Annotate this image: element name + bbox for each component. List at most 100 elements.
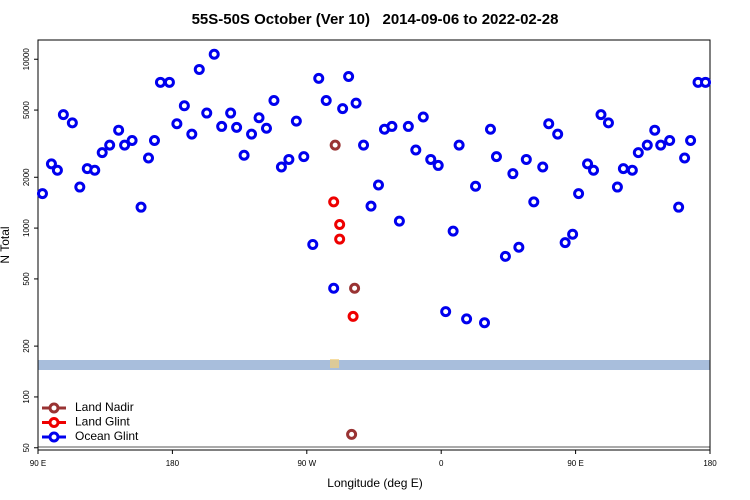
point [432, 159, 444, 171]
legend-label: Land Glint [75, 415, 130, 429]
y-tick-label: 2000 [22, 168, 31, 186]
point [559, 237, 571, 249]
x-tick-label: 90 E [567, 459, 583, 468]
point [552, 128, 564, 140]
point [402, 120, 414, 132]
chart-title: 55S-50S October (Ver 10) 2014-09-06 to 2… [192, 11, 559, 28]
point [507, 168, 519, 180]
point [499, 250, 511, 262]
y-tick-label: 200 [22, 339, 31, 353]
point [484, 123, 496, 135]
point [36, 188, 48, 200]
point [626, 164, 638, 176]
point [567, 228, 579, 240]
map-band [38, 360, 710, 370]
point [89, 164, 101, 176]
point [350, 97, 362, 109]
point [440, 306, 452, 318]
point [126, 135, 138, 147]
point [307, 238, 319, 250]
point [347, 310, 359, 322]
point [655, 139, 667, 151]
point [700, 76, 712, 88]
y-axis-label: N Total [0, 226, 12, 263]
point [154, 76, 166, 88]
point [573, 188, 585, 200]
point [617, 163, 629, 175]
point [246, 128, 258, 140]
point [632, 147, 644, 159]
point [135, 201, 147, 213]
point [113, 124, 125, 136]
point [582, 158, 594, 170]
point [148, 135, 160, 147]
point [313, 72, 325, 84]
point [490, 151, 502, 163]
x-tick-label: 180 [703, 459, 717, 468]
point [208, 48, 220, 60]
point [386, 120, 398, 132]
point [372, 179, 384, 191]
point [334, 233, 346, 245]
point [238, 149, 250, 161]
point [143, 152, 155, 164]
point [537, 161, 549, 173]
point [334, 219, 346, 231]
point [611, 181, 623, 193]
x-tick-label: 90 W [297, 459, 316, 468]
point [268, 94, 280, 106]
point [201, 107, 213, 119]
plot-frame [37, 39, 711, 451]
point [51, 164, 63, 176]
point [393, 215, 405, 227]
point [349, 282, 361, 294]
point [453, 139, 465, 151]
point [543, 118, 555, 130]
point [253, 112, 265, 124]
point [588, 164, 600, 176]
point [328, 196, 340, 208]
point [679, 152, 691, 164]
point [298, 151, 310, 163]
point [417, 111, 429, 123]
point [290, 115, 302, 127]
point [470, 180, 482, 192]
point [641, 139, 653, 151]
point [425, 153, 437, 165]
point [513, 241, 525, 253]
point [673, 201, 685, 213]
x-tick-label: 0 [439, 459, 444, 468]
point [410, 144, 422, 156]
point [119, 139, 131, 151]
point [365, 200, 377, 212]
point [358, 139, 370, 151]
point [66, 117, 78, 129]
point [45, 158, 57, 170]
point [320, 94, 332, 106]
point [104, 139, 116, 151]
point [260, 122, 272, 134]
y-tick-label: 500 [22, 272, 31, 286]
point [337, 103, 349, 115]
y-tick-label: 100 [22, 390, 31, 404]
y-tick-label: 10000 [22, 48, 31, 71]
point [193, 63, 205, 75]
point [479, 317, 491, 329]
point [685, 135, 697, 147]
point [649, 124, 661, 136]
legend-marker [48, 431, 60, 443]
point [178, 100, 190, 112]
point [96, 147, 108, 159]
point [664, 135, 676, 147]
point [461, 313, 473, 325]
point [602, 117, 614, 129]
x-axis-label: Longitude (deg E) [327, 476, 422, 490]
y-tick-label: 5000 [22, 101, 31, 119]
x-tick-label: 90 E [30, 459, 46, 468]
point [447, 225, 459, 237]
point [329, 139, 341, 151]
point [595, 109, 607, 121]
point [275, 161, 287, 173]
